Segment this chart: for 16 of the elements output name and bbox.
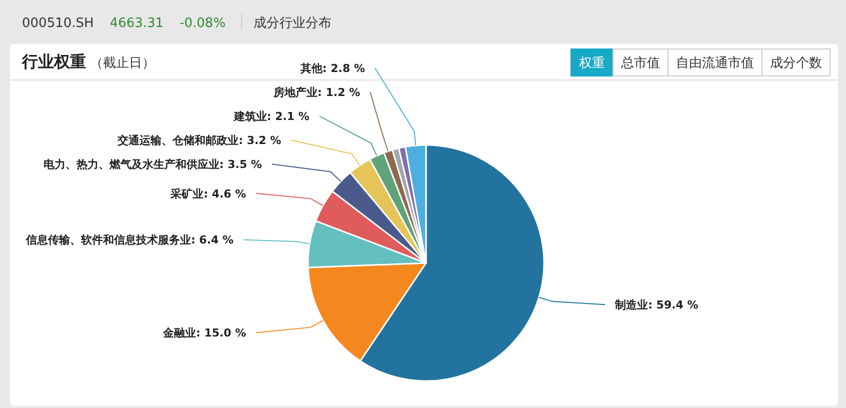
slice-label: 采矿业: 4.6 % (170, 187, 246, 200)
slice-label: 建筑业: 2.1 % (232, 110, 310, 124)
button: 自由流通市值 (668, 48, 762, 76)
header: 000510.SH 4663.31 -0.08% 成分行业分布 (22, 14, 332, 31)
slice-label: 制造业: 59.4 % (614, 298, 698, 312)
slice-label: 电力、热力、燃气及水生产和供应业: 3.5 % (43, 158, 262, 172)
chart-title: 行业权重 (21, 52, 86, 71)
slice-label: 其他: 2.8 % (299, 62, 365, 76)
button: 权重 (570, 48, 614, 76)
button: 总市值 (612, 48, 668, 76)
slice-label: 信息传输、软件和信息技术服务业: 6.4 % (24, 234, 234, 247)
slice-label: 房地产业: 1.2 % (272, 86, 360, 100)
slice-label: 金融业: 15.0 % (162, 326, 246, 340)
slice-label: 交通运输、仓储和邮政业: 3.2 % (116, 134, 282, 148)
chart-subtitle: （截止日） (90, 56, 155, 71)
button: 成分个数 (762, 48, 830, 76)
